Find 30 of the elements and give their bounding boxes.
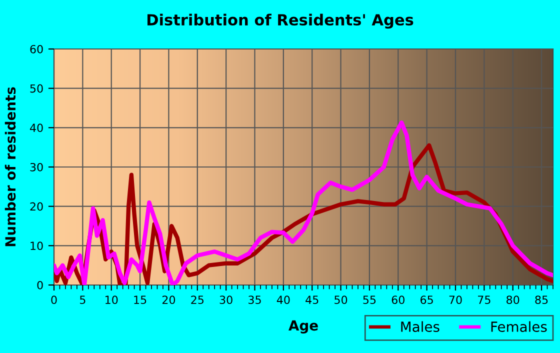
x-tick-label: 5 (80, 296, 86, 304)
x-tick-label: 40 (276, 296, 290, 304)
x-tick-label: 85 (535, 296, 548, 304)
x-tick-label: 45 (306, 296, 318, 304)
legend-label: Females (491, 321, 547, 332)
chart-title: Distribution of Residents' Ages (147, 14, 414, 29)
y-tick-label: 60 (30, 44, 43, 54)
y-tick-label: 10 (30, 242, 43, 250)
x-tick-label: 15 (134, 296, 146, 304)
legend-label: Males (401, 321, 440, 332)
y-tick-label: 40 (30, 124, 43, 132)
x-tick-label: 0 (51, 296, 57, 304)
x-tick-label: 65 (420, 296, 433, 304)
x-tick-label: 50 (334, 296, 348, 304)
x-tick-label: 25 (191, 296, 204, 304)
x-tick-label: 10 (106, 296, 118, 304)
x-tick-label: 70 (449, 296, 462, 304)
x-tick-label: 35 (248, 296, 261, 304)
y-axis-title: Number of residents (4, 87, 16, 246)
x-tick-label: 75 (478, 296, 490, 304)
x-tick-label: 60 (392, 296, 404, 304)
x-axis-title: Age (288, 320, 318, 334)
x-tick-label: 55 (363, 296, 376, 304)
x-tick-label: 30 (220, 296, 232, 304)
x-tick-label: 80 (506, 296, 520, 304)
y-tick-label: 30 (30, 162, 43, 172)
y-tick-label: 50 (30, 84, 43, 93)
y-tick-label: 0 (37, 280, 43, 290)
x-tick-label: 20 (162, 296, 176, 304)
y-tick-label: 20 (30, 202, 43, 211)
